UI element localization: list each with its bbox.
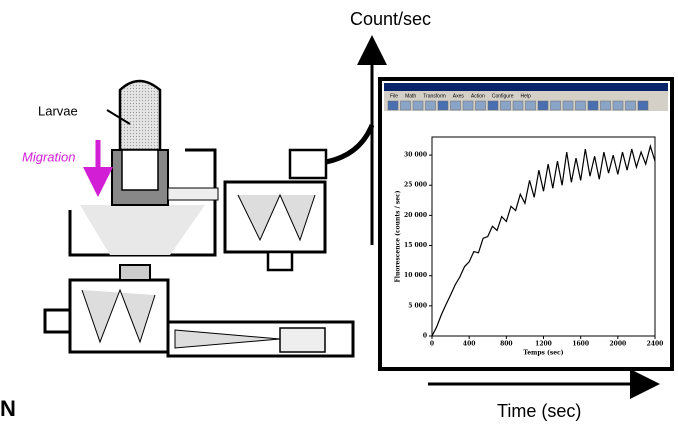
menu-item[interactable]: Axes — [453, 93, 465, 99]
lamp-port — [43, 308, 72, 334]
tool-button[interactable] — [537, 100, 549, 111]
slit — [119, 264, 151, 281]
port — [266, 250, 294, 272]
beam-path — [237, 193, 316, 242]
tool-button[interactable] — [512, 100, 524, 111]
y-tick-label: 10 000 — [404, 272, 427, 279]
time-label: Time (sec) — [497, 401, 581, 421]
tool-button[interactable] — [612, 100, 624, 111]
y-tick-label: 15 000 — [404, 242, 427, 249]
tool-button[interactable] — [412, 100, 424, 111]
y-tick-label: 25 000 — [404, 182, 427, 189]
lamp — [279, 327, 326, 353]
apparatus — [43, 79, 375, 358]
y-axis-label: Fluorescence (counts / sec) — [395, 190, 402, 282]
x-tick-label: 2400 — [647, 341, 664, 348]
tool-button[interactable] — [637, 100, 649, 111]
x-tick-label: 1200 — [535, 341, 552, 348]
tool-button[interactable] — [437, 100, 449, 111]
tool-button[interactable] — [487, 100, 499, 111]
tool-button[interactable] — [550, 100, 561, 111]
monochromator — [223, 180, 327, 254]
sample-chamber — [68, 148, 217, 257]
corner-label: N — [0, 396, 16, 421]
tool-button[interactable] — [562, 100, 574, 111]
tool-button[interactable] — [400, 100, 411, 111]
tool-button[interactable] — [575, 100, 586, 111]
lens — [167, 187, 219, 201]
larvae-label: Larvae — [38, 103, 78, 118]
x-tick-label: 2000 — [609, 341, 626, 348]
tool-button[interactable] — [450, 100, 461, 111]
data-line — [431, 143, 656, 337]
menu-item[interactable]: Transform — [423, 93, 446, 99]
tool-button[interactable] — [587, 100, 599, 111]
count-label: Count/sec — [350, 9, 431, 29]
y-tick-label: 20 000 — [404, 212, 427, 219]
cuvette — [121, 149, 159, 191]
plot: 0 5 000 10 000 15 000 20 000 25 000 30 000 0 400… — [395, 136, 664, 357]
excitation-path — [81, 288, 156, 344]
tool-button[interactable] — [475, 100, 486, 111]
menu-item[interactable]: Action — [471, 93, 485, 99]
x-axis-label: Temps (sec) — [523, 350, 563, 357]
software-window — [378, 77, 674, 371]
y-tick-label: 0 — [423, 333, 427, 340]
y-tick-label: 30 000 — [404, 152, 427, 159]
tool-button[interactable] — [425, 100, 436, 111]
larvae-tube — [118, 79, 162, 152]
migration-label: Migration — [22, 149, 75, 164]
tool-button[interactable] — [525, 100, 536, 111]
menu-item[interactable]: File — [390, 93, 398, 99]
x-tick-label: 400 — [463, 341, 476, 348]
menu-item[interactable]: Help — [521, 93, 532, 99]
lamp-beam — [174, 329, 281, 349]
tool-button[interactable] — [500, 100, 511, 111]
x-tick-label: 800 — [500, 341, 513, 348]
tool-button[interactable] — [625, 100, 636, 111]
tool-button[interactable] — [462, 100, 474, 111]
cable — [325, 124, 375, 165]
x-tick-label: 1600 — [572, 341, 589, 348]
menu: File Math Transform Axes Action Configure Help — [390, 93, 531, 99]
detector — [288, 148, 328, 180]
larvae-pointer — [106, 109, 131, 125]
title-bar — [384, 83, 668, 91]
toolbar — [387, 100, 649, 111]
menu-item[interactable]: Math — [405, 93, 416, 99]
tool-button[interactable] — [600, 100, 611, 111]
tool-button[interactable] — [387, 100, 399, 111]
beam-cone — [80, 205, 205, 255]
menu-item[interactable]: Configure — [492, 93, 514, 99]
x-tick-label: 0 — [430, 341, 434, 348]
y-tick-label: 5 000 — [408, 302, 427, 309]
